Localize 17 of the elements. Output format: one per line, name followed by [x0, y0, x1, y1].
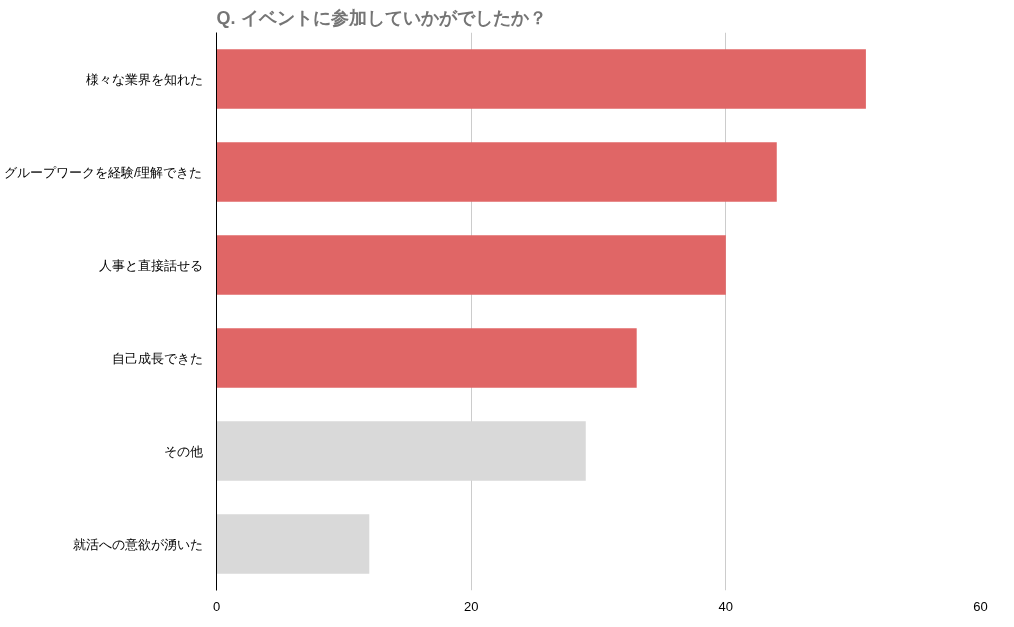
bar — [216, 142, 777, 202]
bar — [216, 235, 726, 295]
bar — [216, 421, 586, 481]
x-tick-label: 0 — [212, 598, 221, 614]
x-tick-label: 20 — [463, 598, 479, 614]
x-tick-label: 60 — [973, 598, 988, 614]
bar — [216, 49, 866, 109]
y-tick-label: 就活への意欲が湧いた — [72, 536, 203, 552]
y-tick-label: 人事と直接話せる — [98, 257, 203, 273]
chart-title: Q. イベントに参加していかがでしたか？ — [216, 7, 547, 28]
y-tick-label: その他 — [163, 443, 203, 459]
bar — [216, 328, 637, 388]
x-tick-label: 40 — [718, 598, 734, 614]
y-tick-label: 自己成長できた — [111, 350, 203, 366]
y-tick-label: 様々な業界を知れた — [85, 71, 203, 87]
bar — [216, 514, 370, 574]
y-tick-label: グループワークを経験/理解できた — [3, 164, 203, 180]
